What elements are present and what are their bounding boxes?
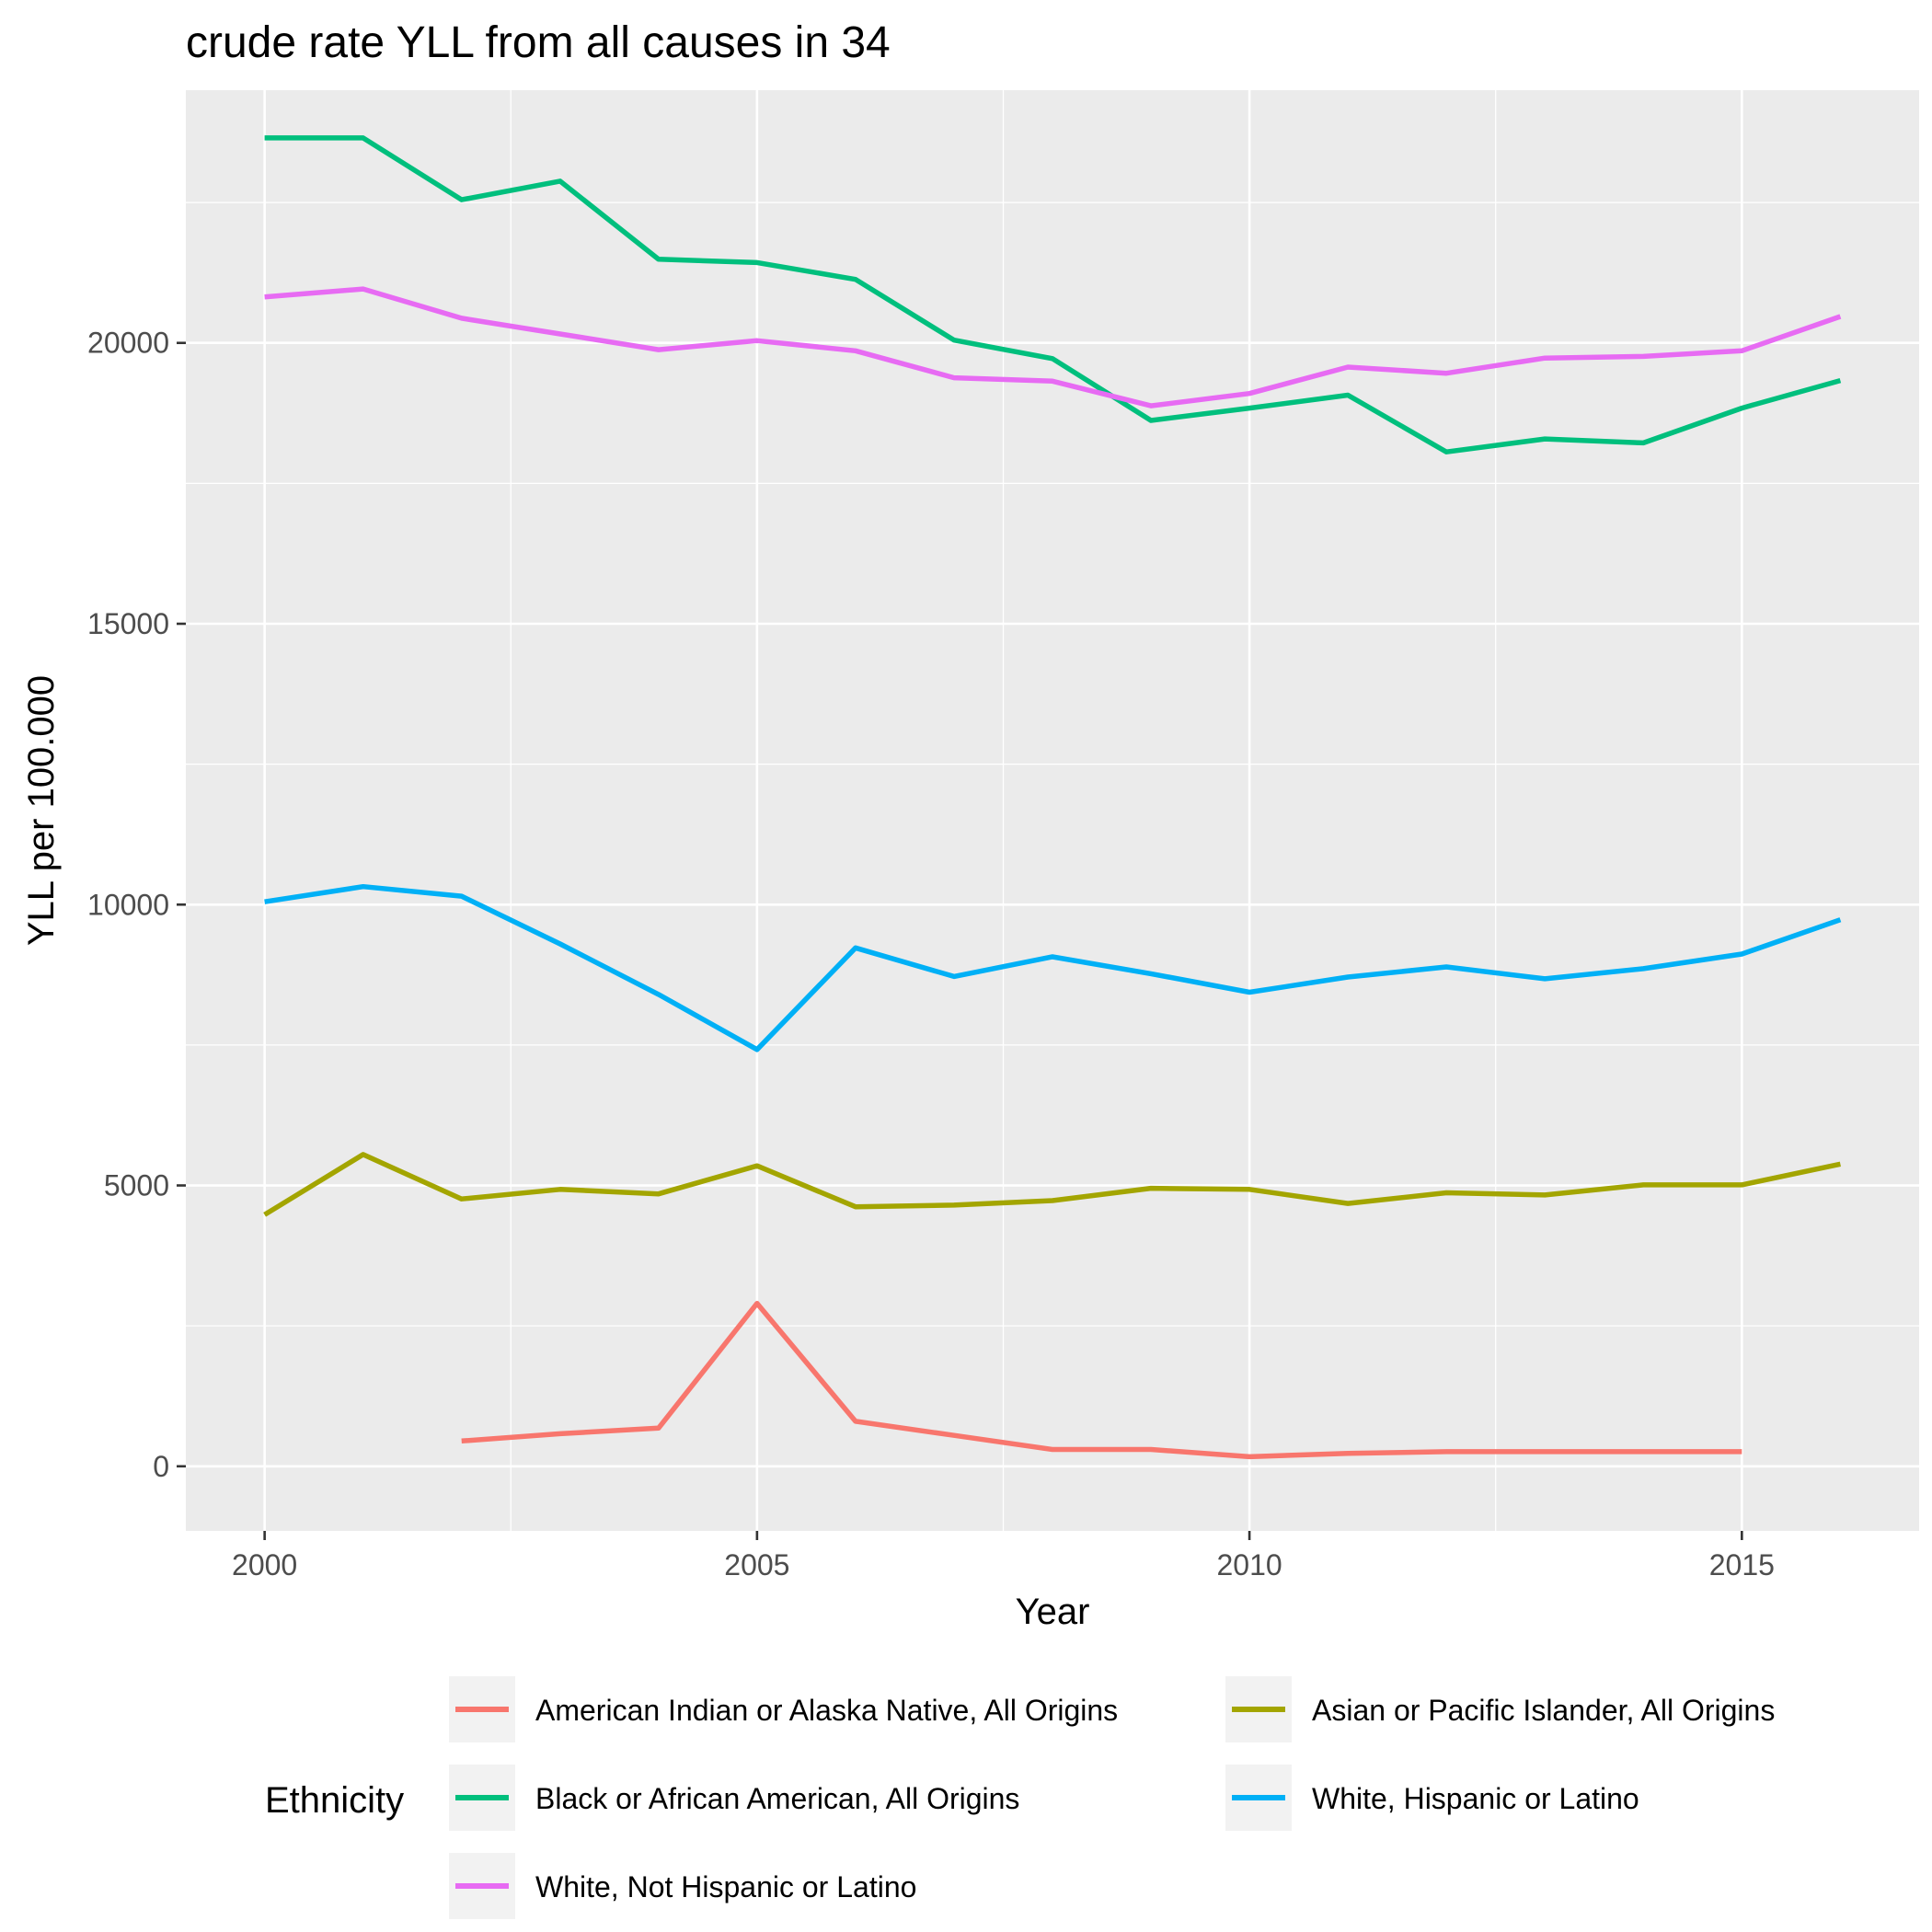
y-tick-label: 10000 bbox=[87, 888, 169, 921]
y-tick-label: 20000 bbox=[87, 327, 169, 360]
series-line-black bbox=[264, 135, 1842, 454]
x-axis-title: Year bbox=[1016, 1592, 1090, 1632]
plot-panel bbox=[186, 90, 1919, 1531]
legend-label-american-indian: American Indian or Alaska Native, All Or… bbox=[535, 1694, 1118, 1727]
y-tick-label: 15000 bbox=[87, 607, 169, 640]
legend-label-black: Black or African American, All Origins bbox=[535, 1782, 1019, 1815]
x-tick-label: 2015 bbox=[1709, 1548, 1775, 1581]
y-axis-ticks: 0 5000 10000 15000 20000 bbox=[87, 327, 186, 1483]
legend-label-white-hispanic: White, Hispanic or Latino bbox=[1312, 1782, 1639, 1815]
y-tick-label: 5000 bbox=[104, 1169, 169, 1202]
y-tick-label: 0 bbox=[153, 1450, 169, 1483]
legend-title: Ethnicity bbox=[265, 1780, 404, 1821]
series-line-asian bbox=[263, 1152, 1841, 1217]
x-tick-label: 2010 bbox=[1216, 1548, 1282, 1581]
y-axis-title: YLL per 100.000 bbox=[21, 675, 62, 946]
x-tick-label: 2005 bbox=[724, 1548, 789, 1581]
legend-item-white-hispanic: White, Hispanic or Latino bbox=[1225, 1765, 1639, 1831]
x-axis-ticks: 2000 2005 2010 2015 bbox=[232, 1531, 1775, 1581]
series-lines bbox=[263, 135, 1842, 1460]
series-line-white-not-hispanic bbox=[264, 286, 1842, 408]
x-tick-label: 2000 bbox=[232, 1548, 297, 1581]
legend-label-asian: Asian or Pacific Islander, All Origins bbox=[1312, 1694, 1775, 1727]
legend-item-black: Black or African American, All Origins bbox=[449, 1765, 1019, 1831]
legend-label-white-not-hispanic: White, Not Hispanic or Latino bbox=[535, 1870, 916, 1903]
legend: Ethnicity American Indian or Alaska Nati… bbox=[265, 1676, 1775, 1919]
chart-title: crude rate YLL from all causes in 34 bbox=[186, 18, 891, 67]
series-line-american-indian bbox=[461, 1300, 1742, 1460]
series-line-white-hispanic bbox=[264, 883, 1842, 1052]
legend-item-white-not-hispanic: White, Not Hispanic or Latino bbox=[449, 1853, 916, 1919]
legend-item-american-indian: American Indian or Alaska Native, All Or… bbox=[449, 1676, 1118, 1742]
legend-item-asian: Asian or Pacific Islander, All Origins bbox=[1225, 1676, 1775, 1742]
minor-gridlines bbox=[186, 90, 1919, 1531]
